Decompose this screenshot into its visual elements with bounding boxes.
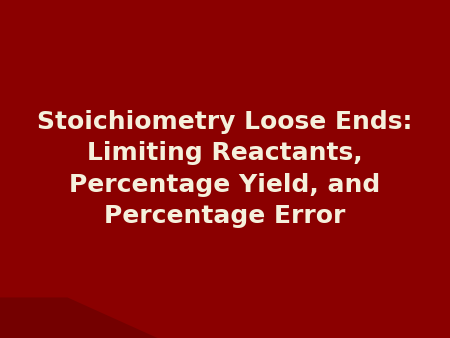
- Text: Stoichiometry Loose Ends:
Limiting Reactants,
Percentage Yield, and
Percentage E: Stoichiometry Loose Ends: Limiting React…: [37, 110, 413, 228]
- Polygon shape: [0, 297, 158, 338]
